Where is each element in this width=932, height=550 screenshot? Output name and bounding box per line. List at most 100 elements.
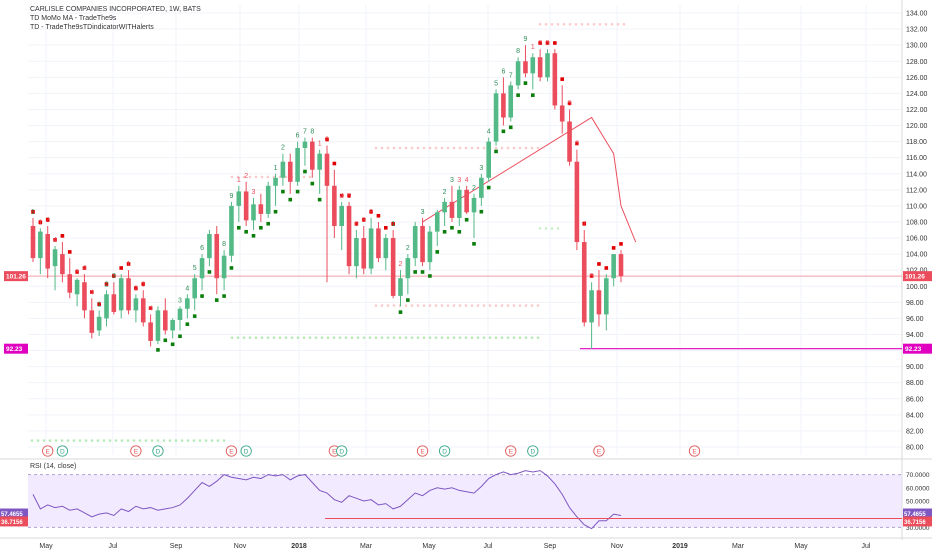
td-resistance-dots	[440, 146, 444, 150]
price-tick-label: 108.00	[906, 219, 928, 226]
study-momo-ma[interactable]: TD MoMo MA - TradeThe9s	[30, 15, 117, 22]
momo-dot-green	[420, 270, 425, 274]
momo-dot-green	[229, 266, 234, 270]
td-resistance-dots	[506, 304, 510, 307]
candle-body	[96, 316, 102, 331]
momo-dot-red	[560, 77, 564, 81]
rsi-legend[interactable]: RSI (14, close)	[30, 463, 77, 470]
td-count-up: 5	[193, 265, 197, 272]
td-resistance-dots	[272, 175, 276, 179]
momo-dot-green	[156, 348, 160, 352]
momo-dot-red	[538, 41, 542, 45]
td-resistance-dots	[482, 146, 486, 150]
price-tick-label: 104.00	[906, 252, 928, 259]
candle-body	[310, 141, 315, 170]
candle-body	[501, 93, 506, 118]
time-axis[interactable]: May Jul Sep Nov 2018 Mar May Jul Sep Nov 2019 Mar Ma…	[39, 543, 871, 550]
earnings-marker	[505, 445, 517, 457]
candle-body	[339, 205, 344, 226]
td-count-down: 4	[465, 177, 469, 184]
candle-body	[559, 105, 565, 122]
price-axis[interactable]: 134.00 132.00 130.00 128.00 126.00 124.00 122.…	[4, 11, 932, 452]
momo-dot-red	[38, 220, 43, 224]
last-price-tag-box	[903, 271, 932, 282]
candle-body	[82, 282, 87, 311]
candle-body	[287, 161, 293, 182]
rsi-band	[28, 474, 902, 528]
rsi-pane[interactable]: 70.000060.000050.000040.000030.000057.46…	[0, 470, 932, 532]
momo-dot-red	[567, 101, 572, 106]
td-support-dots	[242, 336, 246, 339]
td-resistance-dots	[518, 304, 522, 307]
dividend-marker	[336, 445, 348, 457]
td-count-up: 2	[406, 245, 410, 252]
candle-body	[295, 148, 300, 182]
td-count-up: 1	[391, 221, 395, 228]
event-letter: D	[442, 449, 447, 456]
study-td-indicator[interactable]: TD - TradeThe9sTDindicatorWITHalerts	[30, 24, 154, 31]
time-tick-label: 2019	[672, 543, 688, 550]
candle-body	[60, 254, 65, 275]
td-resistance-dots	[404, 146, 408, 150]
price-tick-label: 112.00	[906, 187, 927, 194]
td-resistance-dots	[536, 146, 540, 150]
rsi-tick-label: 60.0000	[906, 485, 930, 492]
td-support-dots	[150, 439, 154, 442]
momo-dot-red	[45, 217, 50, 222]
td-resistance-dots	[494, 146, 498, 150]
momo-dot-red	[148, 306, 153, 310]
td-support-dots	[550, 227, 554, 230]
td-count-up: 3	[112, 273, 116, 280]
td-count-up: 2	[443, 189, 447, 196]
momo-dot-green	[185, 322, 190, 326]
td-resistance-dots	[592, 22, 596, 26]
candle-body	[618, 254, 624, 277]
price-tick-label: 124.00	[906, 91, 928, 98]
candle-body	[148, 322, 153, 341]
td-support-dots	[380, 336, 384, 339]
candle-body	[118, 278, 124, 311]
td-count-down: 4	[90, 289, 94, 296]
momo-dot-red	[376, 213, 381, 218]
candle-body	[214, 234, 220, 279]
candle-body	[449, 201, 455, 218]
td-support-dots	[36, 439, 40, 442]
td-resistance-dots	[610, 22, 614, 26]
td-count-down: 2	[46, 217, 50, 224]
td-resistance-dots	[500, 304, 504, 307]
price-tick-label: 90.00	[906, 364, 924, 371]
td-resistance-dots	[622, 22, 626, 26]
td-resistance-dots	[524, 146, 528, 150]
momo-dot-green	[413, 270, 417, 274]
candlestick-series[interactable]	[30, 45, 624, 349]
candle-body	[545, 53, 550, 78]
td-support-dots	[422, 336, 426, 339]
td-resistance-dots	[476, 304, 480, 307]
td-count-up: 8	[222, 241, 226, 248]
td-resistance-dots	[380, 304, 384, 307]
td-support-dots	[518, 336, 522, 339]
rsi-value-tag-left: 57.4655	[1, 512, 23, 518]
momo-dot-green	[303, 169, 307, 174]
momo-dot-green	[428, 274, 432, 278]
price-tick-label: 130.00	[906, 43, 928, 50]
momo-dot-red	[119, 266, 123, 270]
event-letter: E	[229, 449, 234, 456]
trend-line	[422, 116, 637, 243]
td-support-dots	[386, 336, 390, 339]
td-resistance-dots	[302, 175, 306, 179]
candle-body	[192, 278, 197, 299]
td-count-down: 2	[325, 137, 329, 144]
td-resistance-dots	[458, 304, 462, 307]
price-tick-label: 122.00	[906, 107, 928, 114]
time-tick-label: Sep	[544, 543, 557, 550]
td-support-dots	[368, 336, 372, 339]
momo-dot-green	[531, 93, 535, 97]
td-support-dots	[198, 439, 202, 442]
td-resistance-dots	[458, 146, 462, 150]
candle-body	[221, 255, 227, 279]
td-support-dots	[66, 439, 70, 442]
td-support-dots	[398, 336, 402, 339]
